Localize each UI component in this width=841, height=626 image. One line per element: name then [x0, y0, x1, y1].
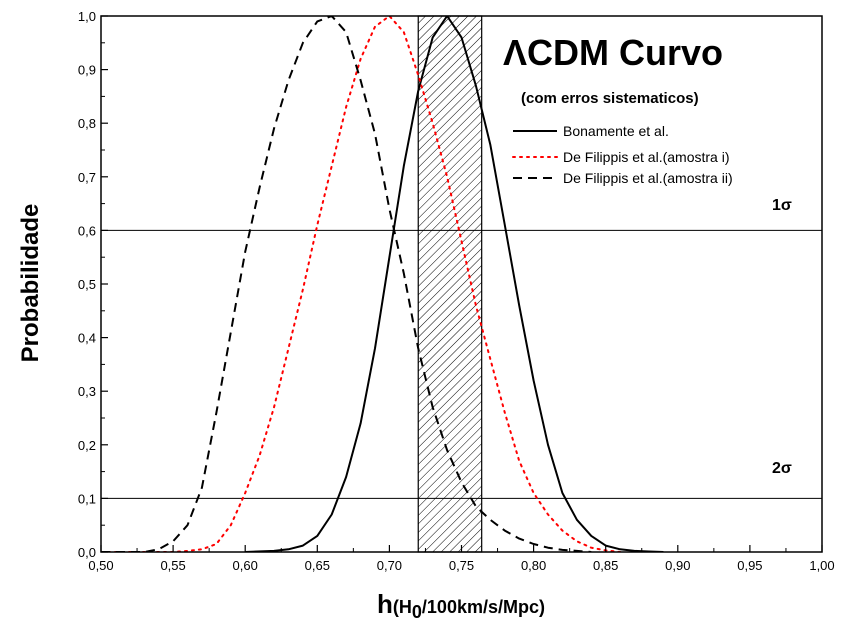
sigma-label-1: 1σ: [772, 197, 792, 214]
chart-title: ΛCDM Curvo: [503, 32, 723, 73]
confidence-band-layer: [417, 15, 483, 553]
x-tick-label: 0,90: [665, 558, 690, 573]
x-tick-label: 0,60: [233, 558, 258, 573]
x-tick-label: 0,75: [449, 558, 474, 573]
series-line-2: [101, 16, 622, 552]
x-tick-label: 1,00: [809, 558, 834, 573]
x-tick-label: 0,70: [377, 558, 402, 573]
series-line-3: [101, 16, 592, 552]
y-tick-label: 1,0: [78, 9, 96, 24]
x-tick-label: 0,85: [593, 558, 618, 573]
y-tick-label: 0,6: [78, 223, 96, 238]
axis-ticks-layer: 0,50 0,55 0,60 0,65 0,70 0,75 0,80 0,85 0,90 0,95…: [78, 9, 835, 573]
y-tick-label: 0,8: [78, 116, 96, 131]
y-axis-label: Probabilidade: [17, 204, 44, 363]
x-tick-label: 0,50: [88, 558, 113, 573]
legend: Bonamente et al. De Filippis et al.(amos…: [512, 123, 733, 186]
hatched-band: [417, 15, 483, 553]
x-axis-label-rest: /100km/s/Mpc): [422, 597, 545, 617]
y-tick-label: 0,1: [78, 491, 96, 506]
legend-label-amostra-i: De Filippis et al.(amostra i): [563, 149, 730, 165]
y-tick-label: 0,3: [78, 384, 96, 399]
y-tick-label: 0,4: [78, 331, 96, 346]
x-tick-label: 0,80: [521, 558, 546, 573]
x-axis-label-open: (H: [393, 597, 412, 617]
x-tick-label: 0,95: [737, 558, 762, 573]
sigma-lines-layer: [101, 229, 822, 499]
y-tick-label: 0,0: [78, 545, 96, 560]
x-axis-label-subscript: 0: [412, 602, 422, 622]
x-tick-label: 0,65: [305, 558, 330, 573]
x-axis-label: h(H0/100km/s/Mpc): [377, 589, 545, 622]
y-tick-label: 0,9: [78, 63, 96, 78]
legend-label-bonamente: Bonamente et al.: [563, 123, 669, 139]
y-tick-label: 0,2: [78, 438, 96, 453]
y-tick-label: 0,7: [78, 170, 96, 185]
x-axis-label-main: h: [377, 589, 393, 619]
legend-label-amostra-ii: De Filippis et al.(amostra ii): [563, 170, 733, 186]
series-layer: [101, 16, 664, 552]
chart-subtitle: (com erros sistematicos): [521, 90, 699, 107]
sigma-label-2: 2σ: [772, 460, 792, 477]
series-line-1: [245, 16, 664, 552]
y-tick-label: 0,5: [78, 277, 96, 292]
x-tick-label: 0,55: [160, 558, 185, 573]
